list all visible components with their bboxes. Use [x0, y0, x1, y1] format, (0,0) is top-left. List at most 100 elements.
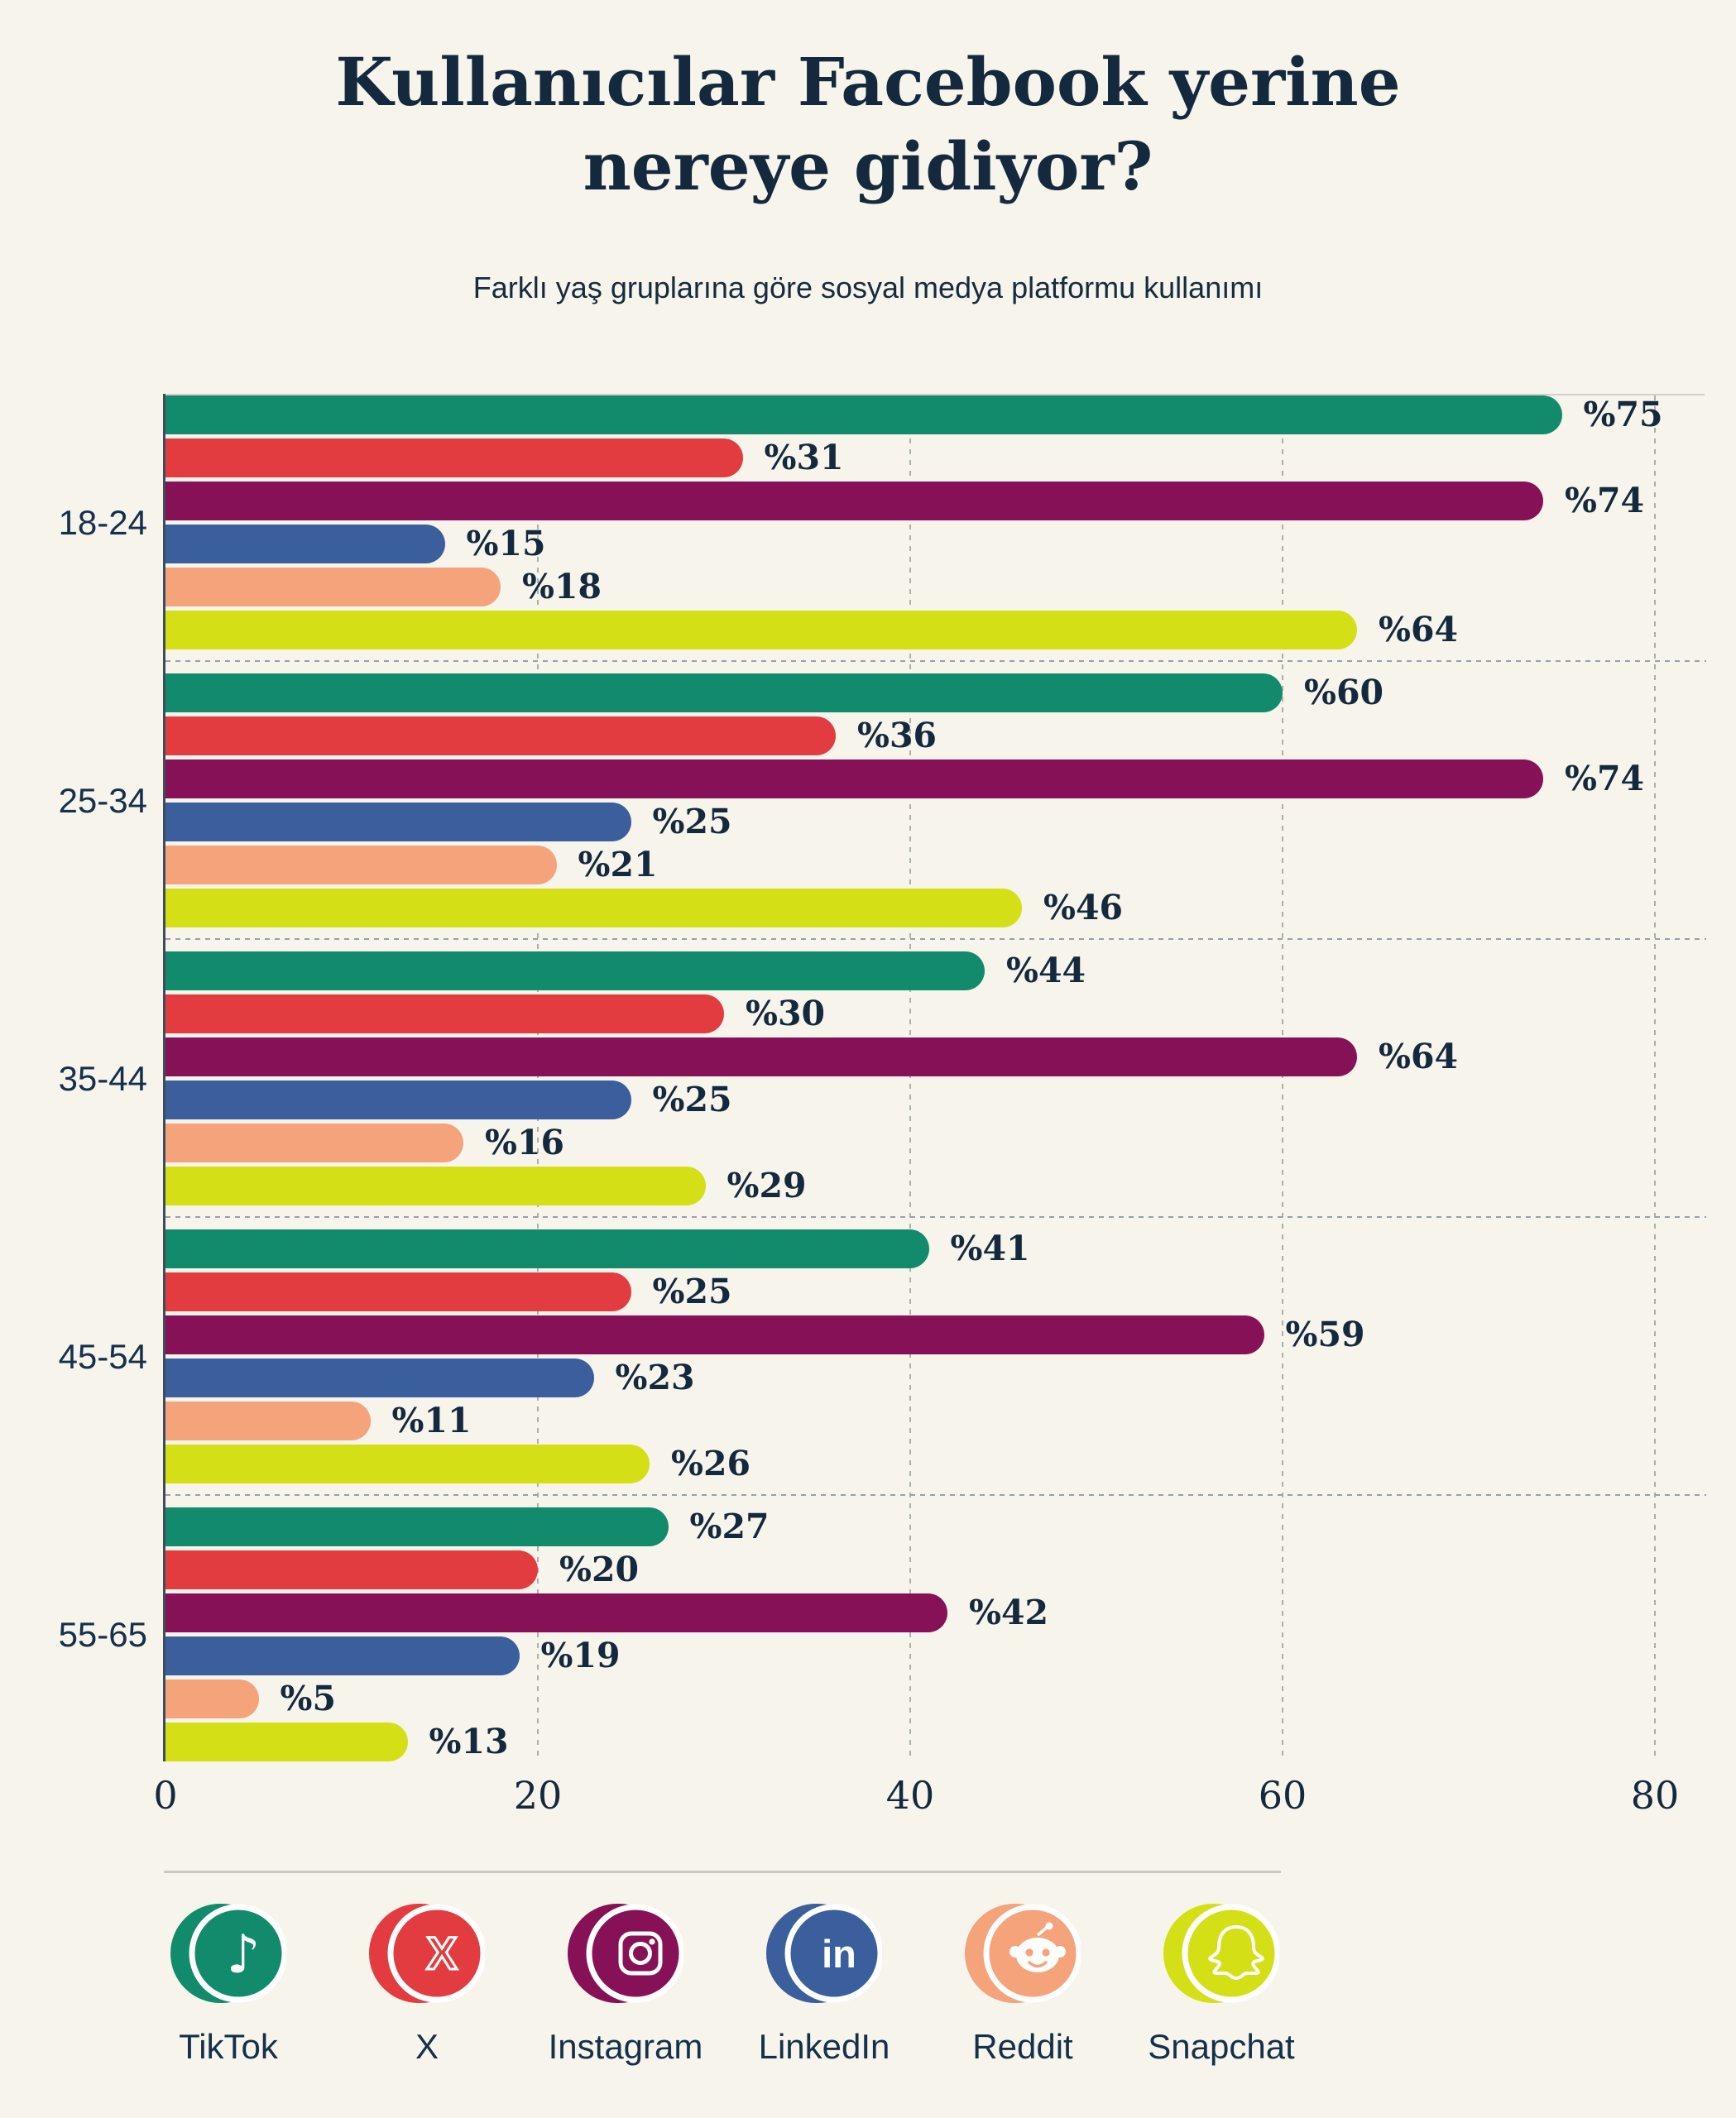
legend-item-label: LinkedIn — [758, 2027, 890, 2066]
bar-value-label: %30 — [746, 994, 826, 1033]
group-separator — [165, 1216, 1706, 1218]
x-tick-label: 20 — [513, 1773, 563, 1818]
svg-text:♪: ♪ — [227, 1924, 261, 1986]
svg-text:X: X — [426, 1927, 457, 1979]
page-title-line1: Kullanıcılar Facebook yerine — [335, 43, 1401, 121]
age-group-label: 25-34 — [58, 780, 147, 820]
age-group-label: 45-54 — [58, 1336, 147, 1376]
bar-reddit-25-34 — [165, 846, 557, 884]
bar-value-label: %64 — [1379, 610, 1459, 649]
bar-value-label: %74 — [1565, 759, 1645, 798]
x-tick-label: 80 — [1630, 1773, 1680, 1818]
bar-reddit-18-24 — [165, 568, 501, 606]
bar-value-label: %19 — [540, 1636, 621, 1675]
legend-item-label: Snapchat — [1148, 2027, 1295, 2066]
gridline — [909, 395, 911, 1761]
y-axis-line — [163, 394, 165, 1761]
bar-value-label: %60 — [1304, 673, 1384, 712]
bar-x-45-54 — [165, 1272, 631, 1311]
bar-value-label: %41 — [950, 1229, 1030, 1268]
group-separator — [165, 660, 1706, 662]
bar-value-label: %16 — [485, 1123, 565, 1162]
x-icon: X — [369, 1899, 487, 2012]
bar-value-label: %13 — [429, 1722, 509, 1761]
bar-value-label: %46 — [1043, 888, 1124, 927]
bar-tiktok-35-44 — [165, 951, 985, 990]
legend-item-reddit: Reddit — [923, 1899, 1122, 2077]
age-group-label: 35-44 — [58, 1058, 147, 1098]
bar-snapchat-55-65 — [165, 1723, 408, 1761]
legend-item-snapchat: Snapchat — [1122, 1899, 1321, 2077]
legend-item-label: Reddit — [972, 2027, 1073, 2066]
plot-top-border — [164, 394, 1705, 395]
bar-value-label: %21 — [578, 845, 658, 884]
bar-linkedin-25-34 — [165, 803, 631, 841]
gridline — [1654, 395, 1656, 1761]
bar-value-label: %18 — [522, 567, 602, 606]
legend-item-label: TikTok — [179, 2027, 278, 2066]
bar-value-label: %25 — [652, 802, 732, 841]
group-separator — [165, 938, 1706, 940]
bar-value-label: %44 — [1006, 951, 1086, 990]
bar-value-label: %26 — [671, 1444, 751, 1483]
reddit-icon — [965, 1899, 1082, 2012]
bar-value-label: %25 — [652, 1272, 732, 1311]
bar-instagram-45-54 — [165, 1315, 1264, 1354]
bar-instagram-18-24 — [165, 482, 1543, 520]
x-tick-label: 60 — [1258, 1773, 1307, 1818]
bar-tiktok-25-34 — [165, 673, 1283, 712]
bar-snapchat-18-24 — [165, 611, 1357, 649]
bar-linkedin-45-54 — [165, 1358, 594, 1397]
bar-snapchat-25-34 — [165, 889, 1022, 927]
bar-value-label: %64 — [1379, 1037, 1459, 1076]
bar-instagram-35-44 — [165, 1037, 1357, 1076]
age-group-label: 55-65 — [58, 1614, 147, 1654]
bar-instagram-55-65 — [165, 1593, 947, 1632]
bar-reddit-45-54 — [165, 1402, 371, 1440]
bar-value-label: %15 — [466, 524, 546, 563]
group-separator — [165, 1494, 1706, 1496]
instagram-icon — [568, 1899, 685, 2012]
bar-value-label: %31 — [764, 438, 844, 477]
bar-tiktok-55-65 — [165, 1507, 669, 1546]
tiktok-icon: ♪ — [170, 1899, 288, 2012]
bar-linkedin-35-44 — [165, 1081, 631, 1119]
bar-tiktok-45-54 — [165, 1229, 929, 1268]
bar-value-label: %25 — [652, 1080, 732, 1119]
snapchat-icon — [1163, 1899, 1281, 2012]
bar-x-25-34 — [165, 716, 836, 755]
bar-value-label: %29 — [727, 1166, 807, 1205]
age-group-label: 18-24 — [58, 502, 147, 542]
bar-snapchat-45-54 — [165, 1445, 650, 1483]
bar-value-label: %42 — [969, 1593, 1049, 1632]
bar-value-label: %23 — [615, 1358, 695, 1397]
bar-x-55-65 — [165, 1550, 538, 1589]
bar-reddit-55-65 — [165, 1680, 259, 1718]
x-tick-label: 0 — [153, 1773, 178, 1818]
x-tick-label: 40 — [885, 1773, 935, 1818]
bar-value-label: %59 — [1285, 1315, 1365, 1354]
page-title-line2: nereye gidiyor? — [583, 127, 1153, 205]
bar-value-label: %75 — [1583, 395, 1663, 434]
legend-item-linkedin: in LinkedIn — [725, 1899, 923, 2077]
linkedin-icon: in — [766, 1899, 884, 2012]
bar-value-label: %27 — [689, 1507, 770, 1546]
bar-linkedin-55-65 — [165, 1636, 520, 1675]
bar-value-label: %20 — [559, 1550, 640, 1589]
gridline — [537, 395, 539, 1761]
page-title: Kullanıcılar Facebook yerine nereye gidi… — [0, 40, 1736, 208]
legend-item-instagram: Instagram — [526, 1899, 725, 2077]
bar-value-label: %11 — [391, 1401, 472, 1440]
legend-divider — [164, 1871, 1281, 1873]
bar-x-35-44 — [165, 994, 724, 1033]
gridline — [1282, 395, 1283, 1761]
bar-tiktok-18-24 — [165, 395, 1562, 434]
svg-text:in: in — [822, 1932, 856, 1976]
bar-instagram-25-34 — [165, 760, 1543, 798]
page-subtitle: Farklı yaş gruplarına göre sosyal medya … — [472, 271, 1264, 304]
legend-item-label: Instagram — [548, 2027, 703, 2066]
bar-snapchat-35-44 — [165, 1167, 706, 1205]
bar-value-label: %36 — [857, 716, 938, 755]
